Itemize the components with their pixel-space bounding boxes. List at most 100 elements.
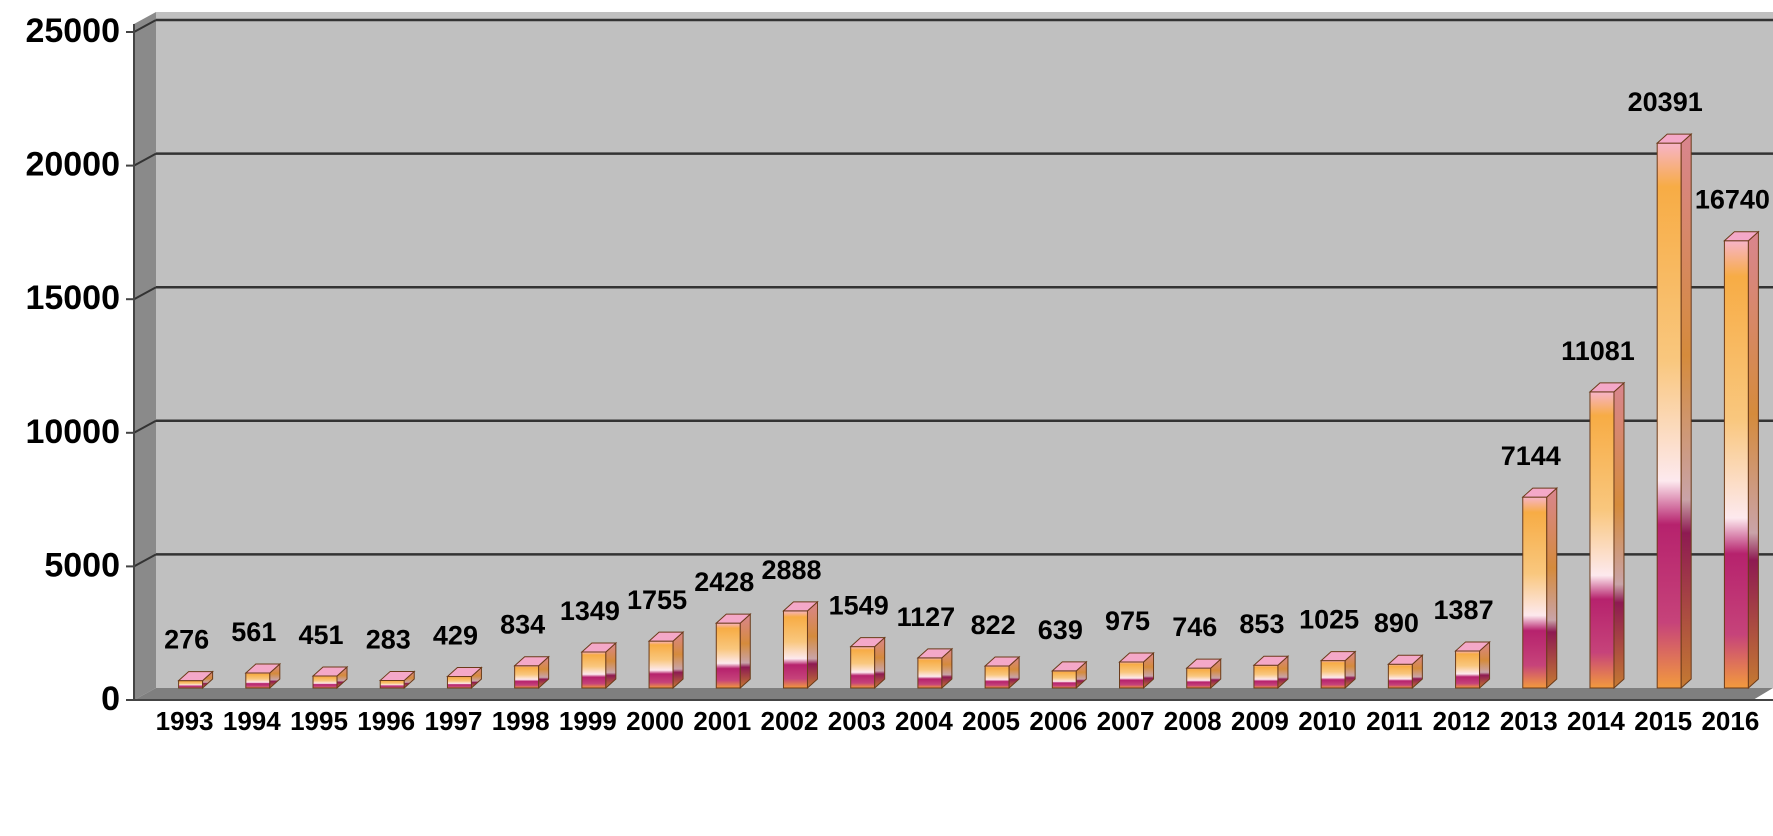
data-label: 746 bbox=[1172, 612, 1217, 642]
x-tick-label: 1997 bbox=[425, 706, 483, 736]
bar-front bbox=[1051, 670, 1077, 689]
bar bbox=[782, 600, 819, 690]
data-label: 2428 bbox=[694, 567, 754, 597]
y-tick-label: 20000 bbox=[25, 146, 120, 184]
bar-top bbox=[311, 666, 349, 677]
x-tick-label: 1993 bbox=[156, 706, 214, 736]
data-label: 561 bbox=[231, 617, 276, 647]
bar bbox=[983, 655, 1021, 690]
bars bbox=[177, 133, 1760, 690]
bar-top bbox=[849, 637, 886, 648]
bar-top bbox=[1521, 487, 1559, 498]
bar-front bbox=[1522, 496, 1548, 689]
bar-front bbox=[1387, 663, 1413, 689]
bar-top bbox=[916, 648, 954, 659]
data-label: 890 bbox=[1374, 608, 1419, 638]
data-label: 11081 bbox=[1561, 336, 1635, 366]
bar-front bbox=[917, 657, 943, 689]
data-label: 20391 bbox=[1628, 87, 1703, 117]
bar-front bbox=[1253, 664, 1279, 689]
data-label: 1349 bbox=[560, 596, 620, 626]
bar-top bbox=[1723, 231, 1760, 242]
y-tick-label: 0 bbox=[101, 680, 120, 718]
data-label: 834 bbox=[500, 610, 545, 640]
bar bbox=[647, 630, 685, 690]
bar bbox=[1051, 660, 1088, 690]
x-tick-label: 1998 bbox=[492, 706, 550, 736]
bar bbox=[177, 670, 214, 690]
x-tick-label: 1996 bbox=[357, 706, 415, 736]
bar-front bbox=[581, 651, 607, 689]
bar bbox=[1252, 655, 1290, 690]
bar bbox=[916, 647, 954, 690]
bar-front bbox=[1589, 391, 1615, 689]
x-tick-label: 2002 bbox=[761, 706, 819, 736]
bar bbox=[1521, 486, 1559, 690]
bar-side bbox=[739, 613, 751, 690]
bar bbox=[1454, 640, 1491, 690]
bar-top bbox=[1588, 382, 1626, 393]
bar-top bbox=[580, 642, 618, 653]
bar bbox=[311, 665, 349, 690]
bar-top bbox=[177, 671, 214, 682]
bar-top bbox=[1387, 654, 1424, 665]
bar-top bbox=[513, 656, 550, 667]
bar-front bbox=[514, 665, 540, 689]
bar-side bbox=[672, 630, 684, 690]
data-label: 975 bbox=[1105, 606, 1150, 636]
bar-top bbox=[1252, 655, 1290, 666]
gridlines bbox=[126, 18, 1773, 701]
gridline-side bbox=[133, 19, 157, 33]
plot-area bbox=[134, 12, 1773, 701]
x-tick-label: 2001 bbox=[693, 706, 751, 736]
data-label: 853 bbox=[1239, 609, 1284, 639]
bar bbox=[714, 613, 752, 690]
x-tick-label: 2000 bbox=[626, 706, 684, 736]
x-tick-label: 1994 bbox=[223, 706, 281, 736]
x-tick-label: 2011 bbox=[1366, 706, 1422, 736]
data-label: 1549 bbox=[829, 591, 889, 621]
bar-top bbox=[1655, 133, 1693, 144]
bar bbox=[849, 636, 886, 690]
data-label: 7144 bbox=[1501, 441, 1561, 471]
bar bbox=[1387, 654, 1424, 690]
bar-front bbox=[1186, 667, 1212, 689]
data-label: 276 bbox=[164, 625, 209, 655]
data-label: 2888 bbox=[761, 555, 821, 585]
data-label: 451 bbox=[298, 620, 343, 650]
bar-top bbox=[714, 613, 752, 624]
bar-front bbox=[648, 640, 674, 689]
bar-front bbox=[1455, 650, 1481, 689]
x-tick-label: 2003 bbox=[828, 706, 886, 736]
bar-top bbox=[1051, 661, 1088, 672]
bar-front bbox=[850, 646, 876, 689]
x-tick-label: 2008 bbox=[1164, 706, 1222, 736]
gridline-side bbox=[133, 419, 157, 434]
data-label: 1755 bbox=[627, 585, 687, 615]
data-label: 1387 bbox=[1434, 595, 1494, 625]
bar-front bbox=[1119, 661, 1145, 689]
x-axis-ticks: 1993 1994 1995 1996 1997 1998 1999 2000 2001 2002… bbox=[156, 706, 1760, 736]
data-label: 822 bbox=[971, 610, 1016, 640]
x-tick-label: 1999 bbox=[559, 706, 617, 736]
x-tick-label: 2014 bbox=[1567, 706, 1625, 736]
data-label: 283 bbox=[366, 624, 411, 654]
x-tick-label: 2016 bbox=[1701, 706, 1759, 736]
bar-front bbox=[1320, 660, 1346, 689]
data-label: 1127 bbox=[897, 602, 956, 632]
bar-front bbox=[379, 679, 405, 689]
side-wall bbox=[134, 12, 156, 700]
gridline-side bbox=[133, 553, 157, 568]
bar bbox=[378, 670, 416, 690]
bar-front bbox=[312, 675, 338, 689]
bar-side bbox=[806, 600, 818, 690]
x-tick-label: 2007 bbox=[1097, 706, 1155, 736]
y-tick-label: 25000 bbox=[25, 12, 120, 50]
bar bbox=[1655, 133, 1693, 690]
bar-top bbox=[244, 663, 282, 674]
bar bbox=[513, 655, 550, 690]
y-tick-label: 10000 bbox=[25, 413, 120, 451]
bar bbox=[244, 662, 282, 690]
